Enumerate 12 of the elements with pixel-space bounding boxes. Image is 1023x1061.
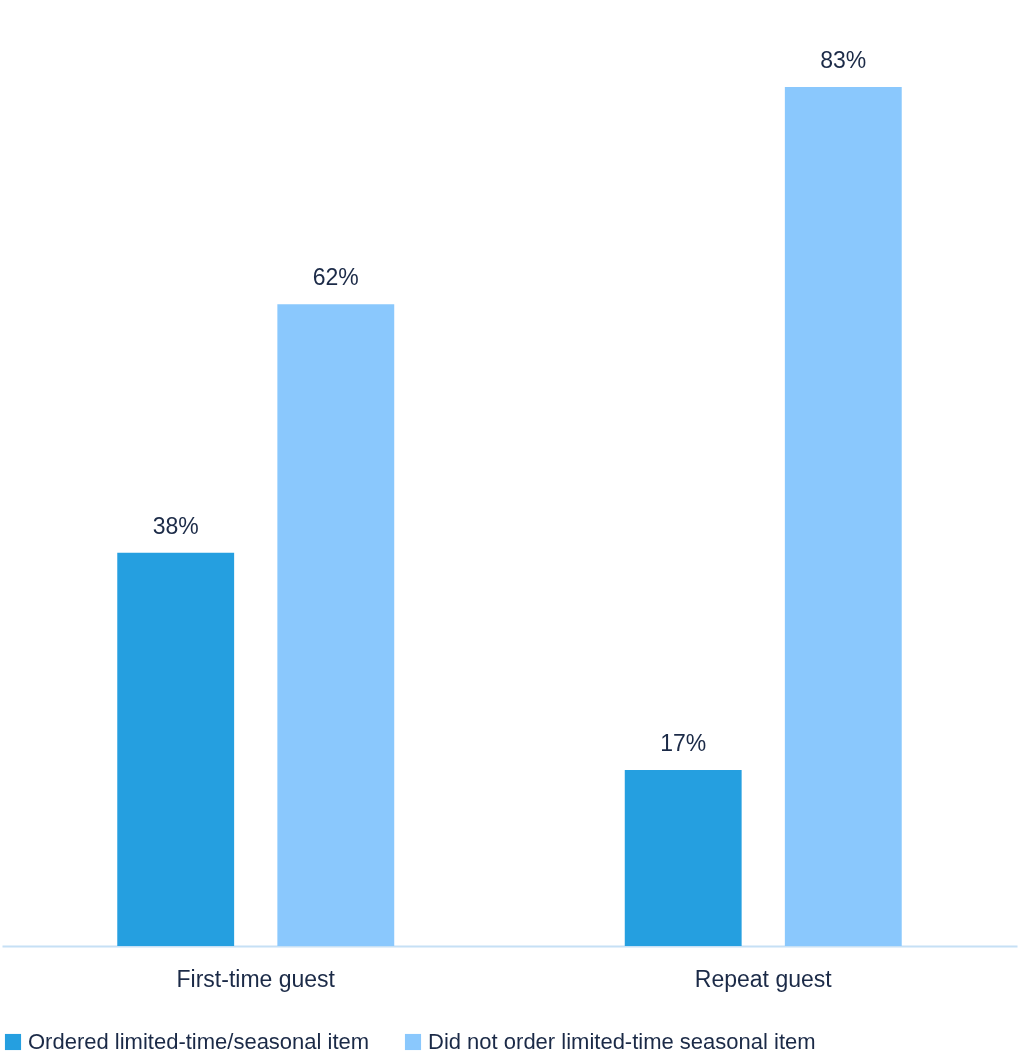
data-label: 17% (660, 730, 707, 757)
bar (277, 304, 395, 946)
legend-label: Ordered limited-time/seasonal item (28, 1029, 370, 1054)
bar (784, 87, 902, 946)
x-tick-label: Repeat guest (694, 965, 833, 992)
data-label: 62% (312, 264, 359, 291)
data-label: 83% (820, 47, 867, 73)
bar (117, 552, 235, 946)
legend-label: Did not order limited-time seasonal item (428, 1029, 816, 1054)
x-tick-label: First-time guest (176, 965, 336, 992)
bar (624, 770, 742, 946)
data-label: 38% (152, 512, 199, 539)
